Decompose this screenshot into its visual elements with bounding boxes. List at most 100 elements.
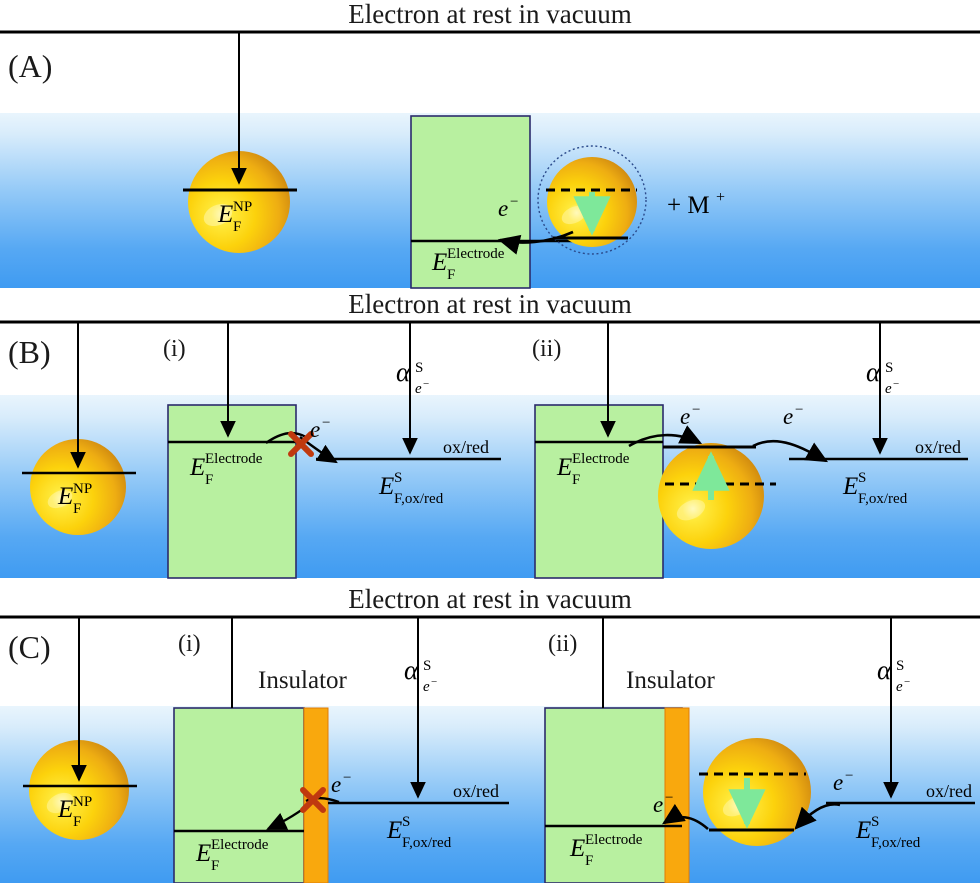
ox-red-label-b-ii: ox/red (915, 437, 961, 457)
svg-text:Electrode: Electrode (447, 246, 505, 262)
electron-affinity-label-b-ii: α S e − (866, 357, 899, 397)
svg-text:E: E (855, 817, 871, 844)
subpanel-label-c-ii: (ii) (548, 631, 577, 657)
electron-label-c-2: e − (833, 768, 853, 795)
svg-text:S: S (858, 470, 866, 486)
svg-text:e: e (653, 792, 663, 817)
electron-attempt-arrow-c-i (305, 796, 340, 804)
svg-text:Electrode: Electrode (572, 451, 630, 467)
insulator-bar-c-ii (664, 707, 690, 883)
svg-text:e: e (783, 404, 793, 429)
svg-text:NP: NP (73, 481, 92, 497)
svg-text:e: e (331, 772, 341, 797)
panel-c: Electron at rest in vacuum (C) (i) (ii) … (0, 584, 980, 883)
electrode-box-b-ii (534, 404, 664, 579)
solution-fermi-label-b-ii: E F,ox/red S (842, 470, 908, 507)
solution-band-c (0, 706, 980, 883)
panel-label-a: (A) (8, 48, 52, 84)
np-fermi-label-c: E F NP (57, 794, 92, 830)
electron-affinity-label-b-i: α S e − (396, 357, 429, 397)
svg-text:E: E (378, 473, 394, 500)
svg-text:−: − (510, 194, 518, 210)
svg-text:+ M: + M (667, 192, 710, 219)
svg-text:NP: NP (233, 199, 252, 215)
svg-text:E: E (431, 249, 447, 276)
electrode-box-c-i (173, 707, 305, 883)
svg-text:E: E (195, 840, 211, 867)
ox-red-label-c-ii: ox/red (926, 781, 972, 801)
svg-text:F,ox/red: F,ox/red (858, 491, 908, 507)
svg-text:e: e (415, 381, 422, 397)
svg-text:e: e (680, 404, 690, 429)
svg-text:F: F (233, 219, 241, 235)
svg-text:S: S (402, 814, 410, 830)
solution-fermi-label-c-ii: E F,ox/red S (855, 814, 921, 851)
svg-text:F,ox/red: F,ox/red (394, 491, 444, 507)
svg-text:F: F (73, 501, 81, 517)
insulator-label-c-ii: Insulator (626, 667, 716, 694)
svg-text:−: − (904, 676, 910, 688)
panel-a: Electron at rest in vacuum (A) E F NP E … (0, 0, 980, 289)
ox-red-label-c-i: ox/red (453, 781, 499, 801)
svg-text:F,ox/red: F,ox/red (402, 835, 452, 851)
electron-label-c-i: e − (331, 770, 351, 797)
svg-text:α: α (396, 357, 411, 387)
nanoparticle-highlight (676, 499, 706, 521)
electron-label-a: e − (498, 194, 518, 221)
electron-transfer-arrow-c-1 (662, 803, 709, 830)
electron-label-b-i: e − (310, 415, 330, 442)
svg-text:α: α (866, 357, 881, 387)
svg-text:−: − (893, 378, 899, 390)
svg-text:e: e (423, 679, 430, 695)
svg-text:S: S (423, 658, 431, 674)
nanoparticle-highlight (46, 792, 74, 814)
svg-text:e: e (498, 196, 508, 221)
metal-ion-label-a: + M + (667, 189, 725, 219)
electrode-box-c-ii (544, 707, 683, 883)
subpanel-label-b-ii: (ii) (532, 336, 561, 362)
electrode-fermi-label-c-ii: E F Electrode (569, 832, 643, 869)
svg-text:E: E (556, 454, 572, 481)
svg-text:e: e (310, 417, 320, 442)
svg-text:S: S (871, 814, 879, 830)
electron-affinity-label-c-i: α S e − (404, 655, 437, 695)
svg-text:F: F (447, 267, 455, 283)
nanoparticle-c-left (29, 740, 129, 840)
nanoparticle-halo-a (537, 145, 647, 255)
np-fermi-label-a: E F NP (217, 199, 252, 235)
svg-text:−: − (322, 415, 330, 431)
subpanel-label-c-i: (i) (178, 631, 201, 657)
svg-text:F: F (211, 858, 219, 874)
ox-red-label-b-i: ox/red (443, 437, 489, 457)
svg-text:S: S (394, 470, 402, 486)
panel-b: Electron at rest in vacuum (B) (i) (ii) … (0, 289, 980, 579)
svg-text:−: − (423, 378, 429, 390)
svg-text:E: E (386, 817, 402, 844)
svg-text:Electrode: Electrode (585, 832, 643, 848)
electrode-fermi-label-b-i: E F Electrode (189, 451, 263, 488)
svg-text:−: − (692, 402, 700, 418)
svg-text:−: − (431, 676, 437, 688)
svg-text:E: E (842, 473, 858, 500)
electron-label-b-2: e − (783, 402, 803, 429)
electrode-fermi-label-b-ii: E F Electrode (556, 451, 630, 488)
subpanel-label-b-i: (i) (163, 336, 186, 362)
svg-text:S: S (896, 658, 904, 674)
nanoparticle-highlight (203, 203, 233, 227)
nanoparticle-b-left (30, 439, 126, 535)
svg-text:E: E (569, 835, 585, 862)
svg-text:F: F (205, 472, 213, 488)
svg-text:E: E (189, 454, 205, 481)
electron-transfer-arrow-c-2 (794, 803, 841, 830)
svg-text:E: E (217, 201, 233, 228)
svg-text:E: E (57, 483, 73, 510)
solution-band-b (0, 395, 980, 578)
electron-transfer-arrow-a (497, 230, 574, 255)
svg-text:Electrode: Electrode (205, 451, 263, 467)
vacuum-title-a: Electron at rest in vacuum (348, 0, 631, 29)
svg-text:−: − (665, 790, 673, 806)
panel-label-c: (C) (8, 629, 51, 665)
svg-text:e: e (885, 381, 892, 397)
svg-text:E: E (57, 796, 73, 823)
